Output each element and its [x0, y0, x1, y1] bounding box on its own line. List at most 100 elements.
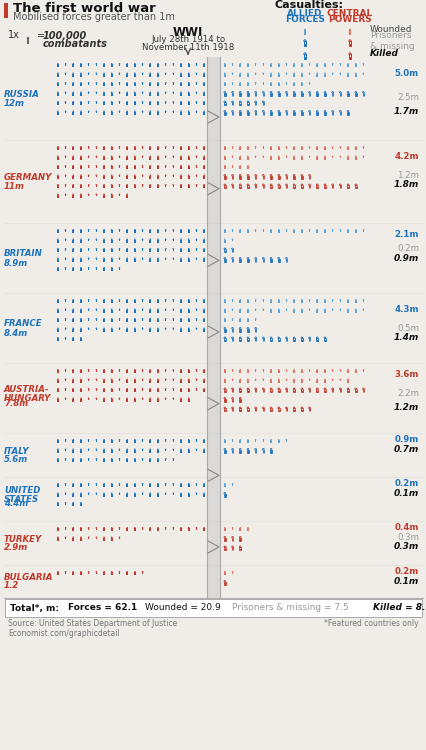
Circle shape	[254, 299, 256, 301]
Bar	[95, 94, 96, 96]
Bar	[88, 249, 89, 250]
Bar	[149, 494, 151, 495]
Bar	[224, 440, 225, 442]
Circle shape	[293, 299, 294, 301]
Bar	[126, 319, 128, 321]
Bar	[65, 64, 66, 66]
Bar	[164, 380, 166, 381]
Bar	[141, 372, 142, 374]
Circle shape	[300, 308, 302, 310]
Bar	[164, 104, 165, 105]
Circle shape	[157, 175, 158, 176]
Bar	[173, 113, 174, 115]
Bar	[119, 461, 120, 462]
Circle shape	[323, 155, 325, 158]
Bar	[240, 442, 241, 443]
Circle shape	[72, 502, 74, 504]
Circle shape	[141, 73, 143, 74]
Bar	[126, 66, 127, 68]
Bar	[118, 538, 120, 539]
Circle shape	[339, 379, 340, 380]
Bar	[187, 147, 189, 148]
Circle shape	[362, 229, 363, 231]
Bar	[118, 494, 120, 495]
Bar	[72, 461, 73, 462]
Circle shape	[323, 369, 325, 370]
Circle shape	[331, 379, 333, 380]
Bar	[149, 64, 151, 66]
Bar	[346, 310, 348, 311]
Circle shape	[187, 184, 189, 186]
Bar	[277, 92, 279, 94]
Circle shape	[172, 184, 174, 186]
Circle shape	[172, 299, 174, 301]
Circle shape	[65, 238, 66, 240]
Bar	[187, 185, 189, 187]
Bar	[111, 92, 112, 94]
Circle shape	[111, 439, 112, 441]
Bar	[72, 270, 73, 272]
Bar	[104, 94, 105, 96]
Bar	[111, 74, 112, 75]
Bar	[96, 232, 97, 233]
Bar	[134, 185, 135, 187]
Circle shape	[149, 257, 151, 259]
Bar	[332, 311, 333, 313]
Bar	[255, 302, 256, 303]
Bar	[172, 494, 174, 495]
Circle shape	[65, 73, 66, 74]
Bar	[339, 302, 340, 303]
Circle shape	[224, 238, 225, 240]
Bar	[165, 452, 166, 453]
Circle shape	[339, 155, 340, 158]
Circle shape	[57, 458, 58, 460]
Bar	[80, 528, 81, 530]
Bar	[72, 113, 73, 115]
Circle shape	[149, 299, 151, 301]
Bar	[80, 539, 81, 541]
Circle shape	[134, 448, 135, 450]
Bar	[104, 574, 105, 575]
Bar	[195, 380, 197, 381]
Bar	[308, 338, 310, 340]
Bar	[127, 149, 128, 150]
Bar	[103, 302, 104, 303]
Bar	[187, 83, 189, 85]
Bar	[142, 311, 143, 313]
Bar	[232, 168, 233, 170]
Bar	[127, 321, 128, 322]
Bar	[80, 372, 81, 374]
Circle shape	[95, 92, 97, 93]
Bar	[172, 370, 174, 372]
Bar	[65, 528, 66, 530]
Bar	[111, 380, 112, 381]
Circle shape	[239, 527, 241, 529]
Bar	[88, 300, 89, 302]
Circle shape	[103, 299, 105, 301]
Circle shape	[118, 388, 120, 390]
Bar	[80, 331, 81, 332]
Circle shape	[118, 238, 120, 240]
Bar	[96, 85, 97, 86]
Circle shape	[172, 238, 174, 240]
Bar	[300, 408, 302, 410]
Bar	[187, 494, 189, 495]
Circle shape	[134, 493, 135, 494]
Circle shape	[262, 299, 264, 301]
Text: 0.7m: 0.7m	[393, 445, 418, 454]
Circle shape	[308, 73, 310, 74]
Circle shape	[346, 63, 348, 64]
Circle shape	[95, 379, 97, 380]
Bar	[355, 311, 356, 313]
Circle shape	[293, 379, 294, 380]
Bar	[188, 486, 189, 488]
Circle shape	[111, 248, 112, 250]
Bar	[73, 270, 74, 272]
Bar	[180, 370, 181, 372]
Bar	[270, 230, 271, 232]
Bar	[111, 157, 112, 158]
Circle shape	[126, 439, 128, 441]
Bar	[331, 380, 333, 381]
Circle shape	[285, 439, 287, 441]
Circle shape	[65, 369, 66, 370]
